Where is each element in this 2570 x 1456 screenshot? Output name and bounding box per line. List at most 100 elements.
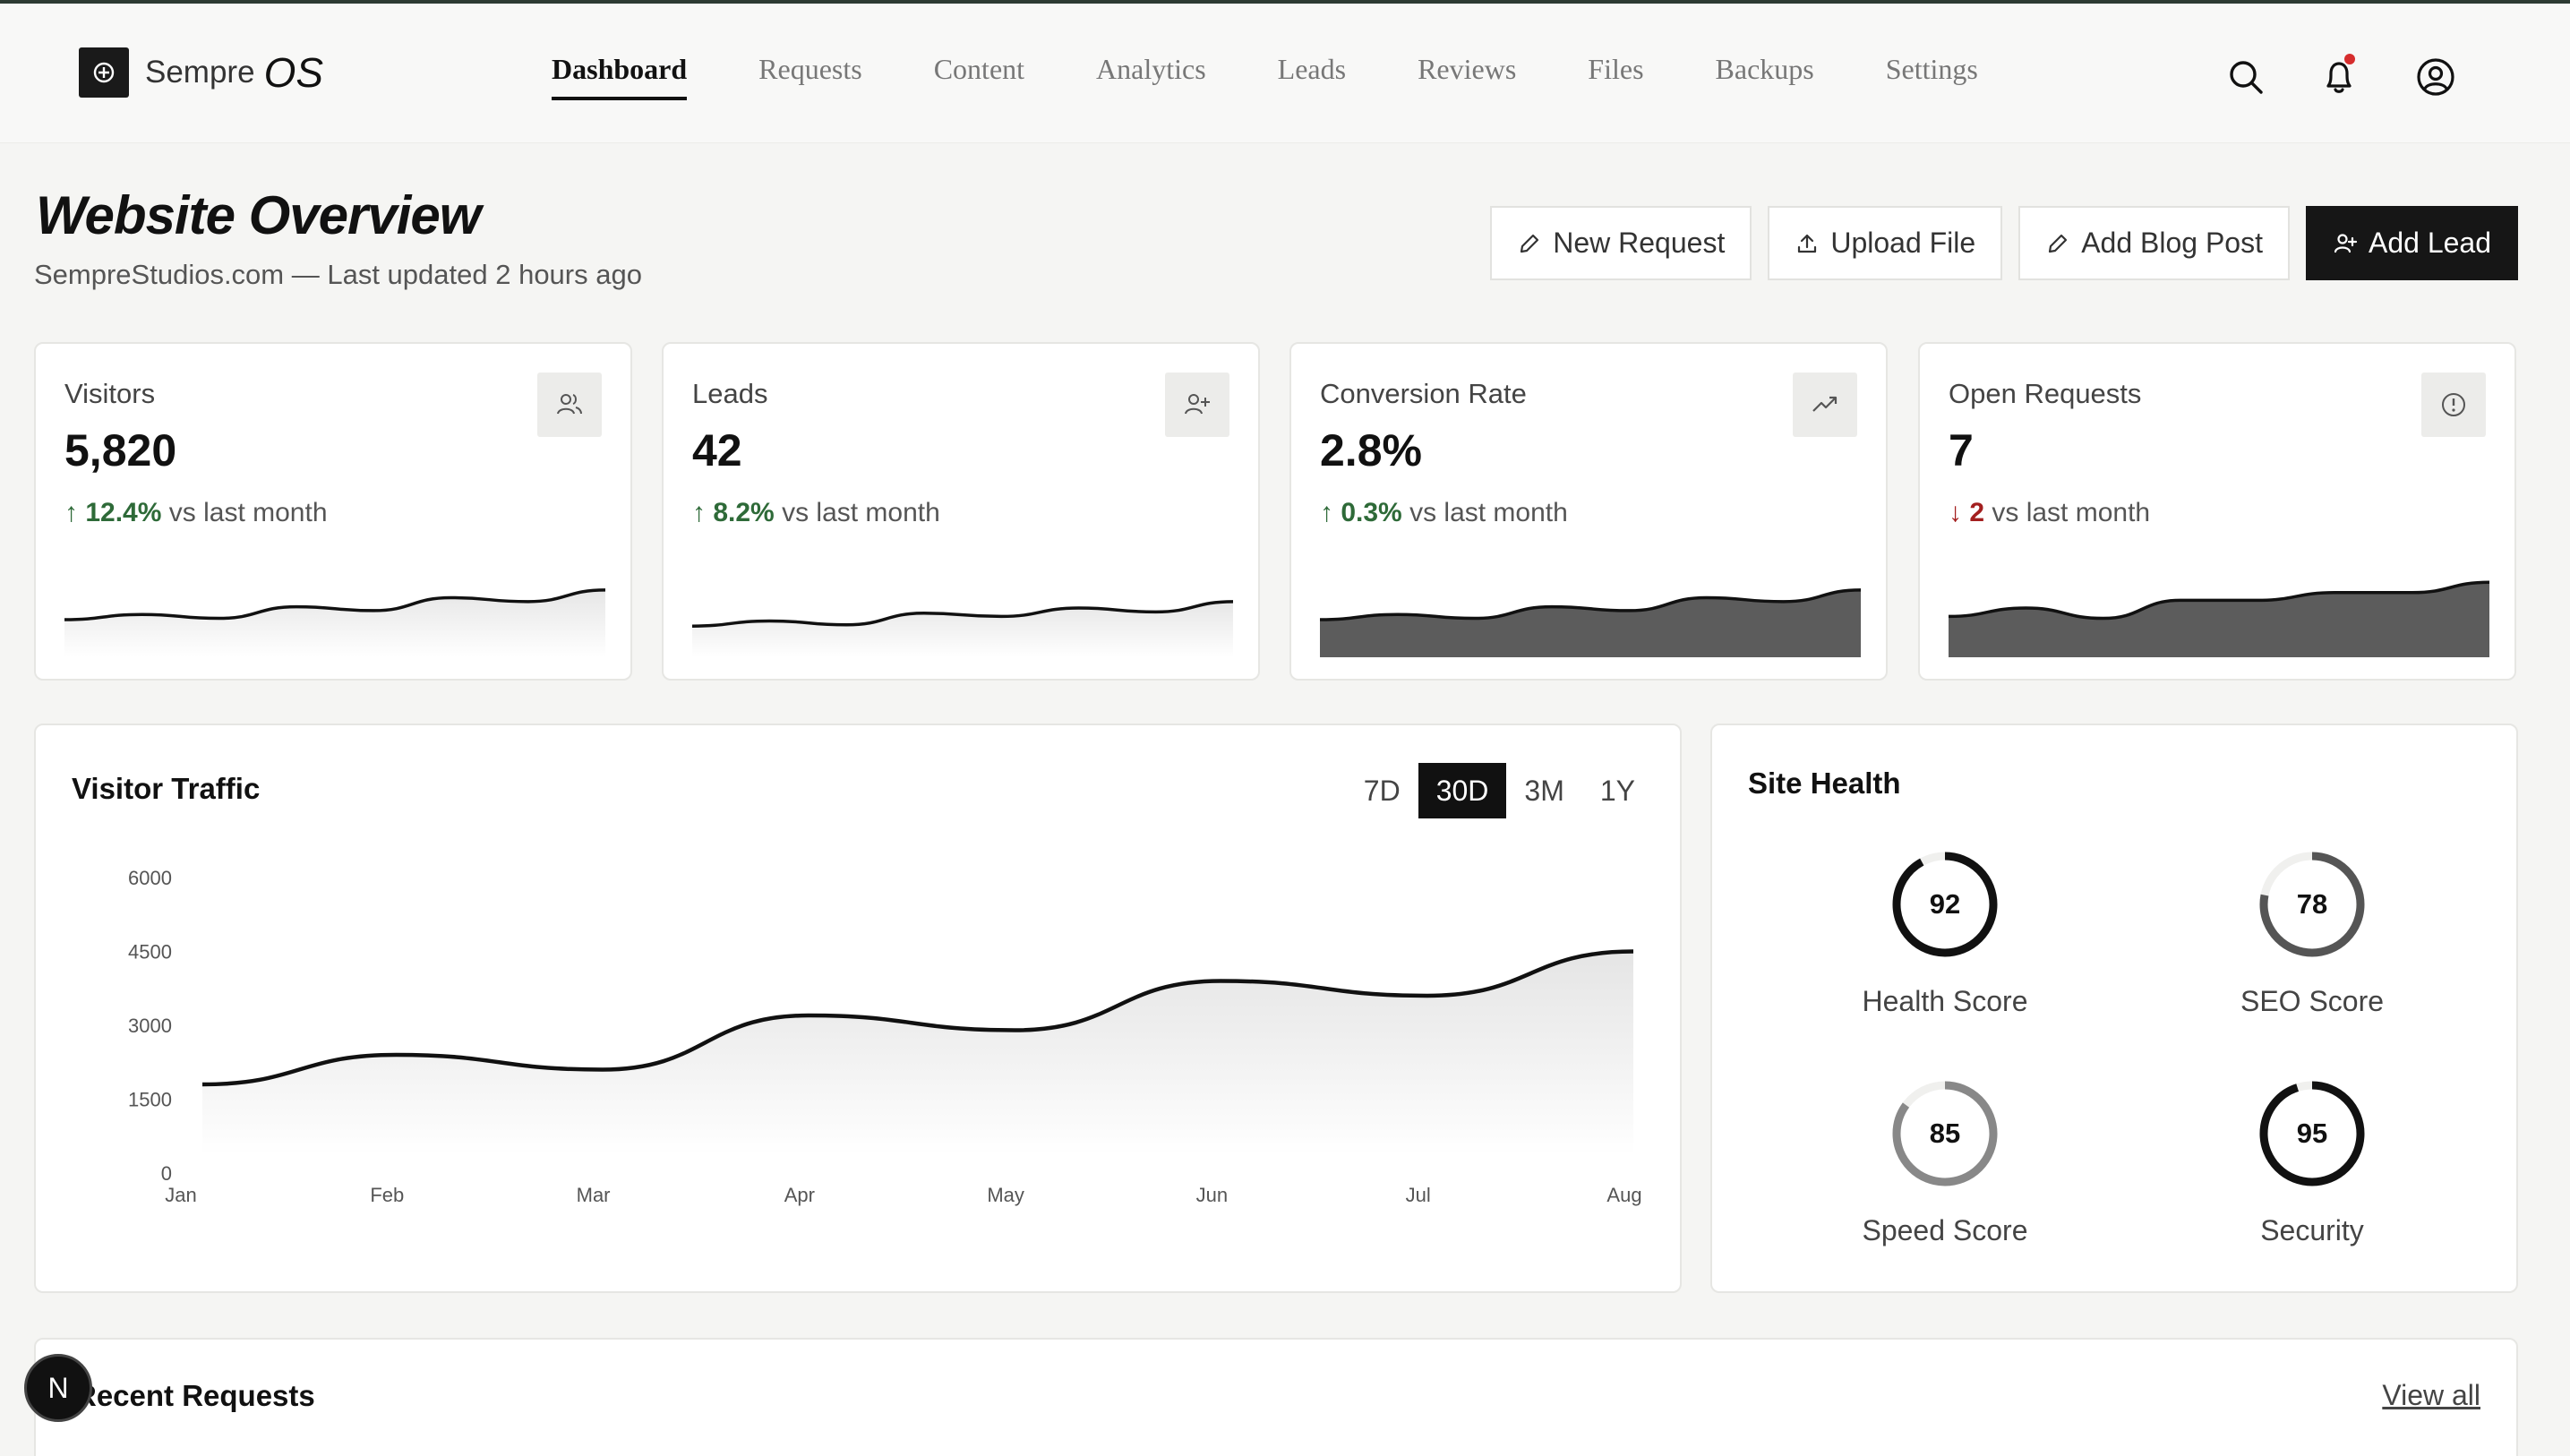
nav-files[interactable]: Files — [1588, 53, 1644, 85]
notification-dot — [2344, 54, 2355, 64]
brand-logo[interactable]: Sempre OS — [79, 47, 323, 98]
stat-value: 7 — [1949, 425, 1974, 475]
floating-action-button[interactable]: N — [24, 1354, 92, 1422]
nav-content[interactable]: Content — [933, 53, 1025, 85]
traffic-chart: 0 1500 3000 4500 6000 Jan Feb Mar Apr May Jun Jul Au… — [128, 867, 1642, 1206]
sparkline-line — [64, 588, 605, 621]
gauge-label: Health Score — [1862, 985, 2028, 1017]
gauge-arc — [2259, 1081, 2365, 1186]
stat-delta-value: 2 — [1969, 498, 1985, 527]
sparkline — [692, 600, 1233, 657]
sparkline-area — [1949, 582, 2489, 657]
range-tab-30d[interactable]: 30D — [1418, 763, 1507, 818]
top-nav-bar: Sempre OS Dashboard Requests Content Ana… — [0, 4, 2570, 143]
gauge-label: Security — [2260, 1214, 2364, 1246]
stat-card-open-requests: Open Requests 7 ↓ 2 vs last month — [1918, 342, 2516, 681]
range-tab-3m[interactable]: 3M — [1524, 775, 1564, 807]
gauge-value: 78 — [2296, 888, 2328, 920]
sparkline-area — [1320, 589, 1861, 657]
page-title: Website Overview — [36, 185, 481, 245]
search-icon[interactable] — [2226, 57, 2266, 97]
stat-delta: ↓ 2 vs last month — [1949, 498, 2150, 528]
y-tick-label: 4500 — [128, 941, 172, 964]
view-all-link[interactable]: View all — [2382, 1379, 2480, 1411]
gauge-arc — [1892, 852, 1998, 957]
new-request-button[interactable]: New Request — [1490, 206, 1752, 280]
upload-icon — [1798, 234, 1817, 253]
stat-delta-value: 8.2% — [713, 498, 775, 527]
y-tick-label: 0 — [161, 1162, 172, 1185]
stat-delta-arrow: ↑ — [64, 498, 78, 527]
brand-suffix: OS — [263, 49, 324, 96]
gauge-health-score: 92 Health Score — [1811, 851, 2079, 1048]
sparkline-line — [1949, 580, 2489, 621]
x-tick-label: Apr — [784, 1184, 815, 1206]
stat-label: Visitors — [64, 378, 156, 409]
add-blog-post-label: Add Blog Post — [2081, 227, 2263, 259]
gauge-value: 95 — [2296, 1118, 2328, 1149]
health-title: Site Health — [1748, 767, 1901, 800]
nav-leads[interactable]: Leads — [1277, 53, 1347, 85]
stat-delta-arrow: ↑ — [1320, 498, 1333, 527]
upload-file-label: Upload File — [1830, 227, 1976, 259]
nav-backups[interactable]: Backups — [1715, 53, 1814, 85]
gauge-label: Speed Score — [1862, 1214, 2028, 1246]
sparkline-area — [64, 589, 605, 657]
stat-card-leads: Leads 42 ↑ 8.2% vs last month — [662, 342, 1260, 681]
new-request-label: New Request — [1553, 227, 1726, 259]
nav-requests[interactable]: Requests — [758, 53, 862, 85]
x-tick-label: Feb — [370, 1184, 404, 1206]
site-health-card: Site Health 92 Health Score 78 SEO Score… — [1710, 724, 2518, 1293]
sparkline-line — [692, 600, 1233, 628]
recent-requests-card: Recent Requests View all — [34, 1338, 2518, 1456]
nav-analytics[interactable]: Analytics — [1096, 53, 1206, 85]
x-tick-label: Aug — [1606, 1184, 1641, 1206]
gauge-arc — [2259, 852, 2365, 957]
nav-reviews[interactable]: Reviews — [1418, 53, 1517, 85]
traffic-area — [202, 951, 1633, 1155]
main-nav: Dashboard Requests Content Analytics Lea… — [552, 4, 2050, 143]
stat-value: 2.8% — [1320, 425, 1422, 475]
add-lead-button[interactable]: Add Lead — [2305, 206, 2518, 280]
y-tick-label: 1500 — [128, 1089, 172, 1111]
add-blog-post-button[interactable]: Add Blog Post — [2018, 206, 2290, 280]
stat-delta-suffix: vs last month — [782, 498, 940, 527]
alert-circle-icon — [2421, 373, 2486, 437]
bell-icon[interactable] — [2319, 54, 2359, 97]
users-icon — [537, 373, 602, 437]
trending-up-icon — [1793, 373, 1857, 437]
gauge-arc — [1892, 1081, 1998, 1186]
stat-delta-suffix: vs last month — [1992, 498, 2151, 527]
x-tick-label: Jul — [1406, 1184, 1431, 1206]
x-tick-label: Mar — [577, 1184, 611, 1206]
stat-delta: ↑ 0.3% vs last month — [1320, 498, 1568, 528]
x-tick-label: Jun — [1196, 1184, 1228, 1206]
nav-dashboard[interactable]: Dashboard — [552, 4, 688, 143]
x-tick-label: May — [987, 1184, 1024, 1206]
range-tab-7d[interactable]: 7D — [1363, 775, 1401, 807]
recent-requests-title: Recent Requests — [75, 1379, 315, 1412]
stat-delta-value: 12.4% — [85, 498, 162, 527]
sparkline-area — [692, 601, 1233, 657]
user-plus-icon — [1165, 373, 1229, 437]
range-tab-1y[interactable]: 1Y — [1599, 775, 1635, 807]
stat-value: 5,820 — [64, 425, 177, 475]
nav-settings[interactable]: Settings — [1885, 53, 1978, 85]
brand-name: Sempre — [145, 55, 255, 90]
stat-label: Open Requests — [1949, 378, 2142, 409]
gauge-label: SEO Score — [2240, 985, 2385, 1017]
sparkline — [1949, 580, 2489, 657]
upload-file-button[interactable]: Upload File — [1768, 206, 2003, 280]
gauge-value: 92 — [1929, 888, 1961, 920]
user-icon[interactable] — [2416, 57, 2455, 97]
traffic-line — [201, 949, 1634, 1087]
stat-delta: ↑ 8.2% vs last month — [692, 498, 940, 528]
stat-delta-suffix: vs last month — [168, 498, 328, 527]
stat-delta: ↑ 12.4% vs last month — [64, 498, 328, 528]
traffic-title: Visitor Traffic — [72, 772, 261, 805]
visitor-traffic-card: Visitor Traffic 7D 30D 3M 1Y 0 1500 3000 45… — [34, 724, 1682, 1293]
gauge-value: 85 — [1929, 1118, 1961, 1149]
add-lead-label: Add Lead — [2368, 227, 2491, 259]
logo-mark-icon — [79, 47, 129, 98]
gauge-security: 95 Security — [2178, 1080, 2446, 1277]
